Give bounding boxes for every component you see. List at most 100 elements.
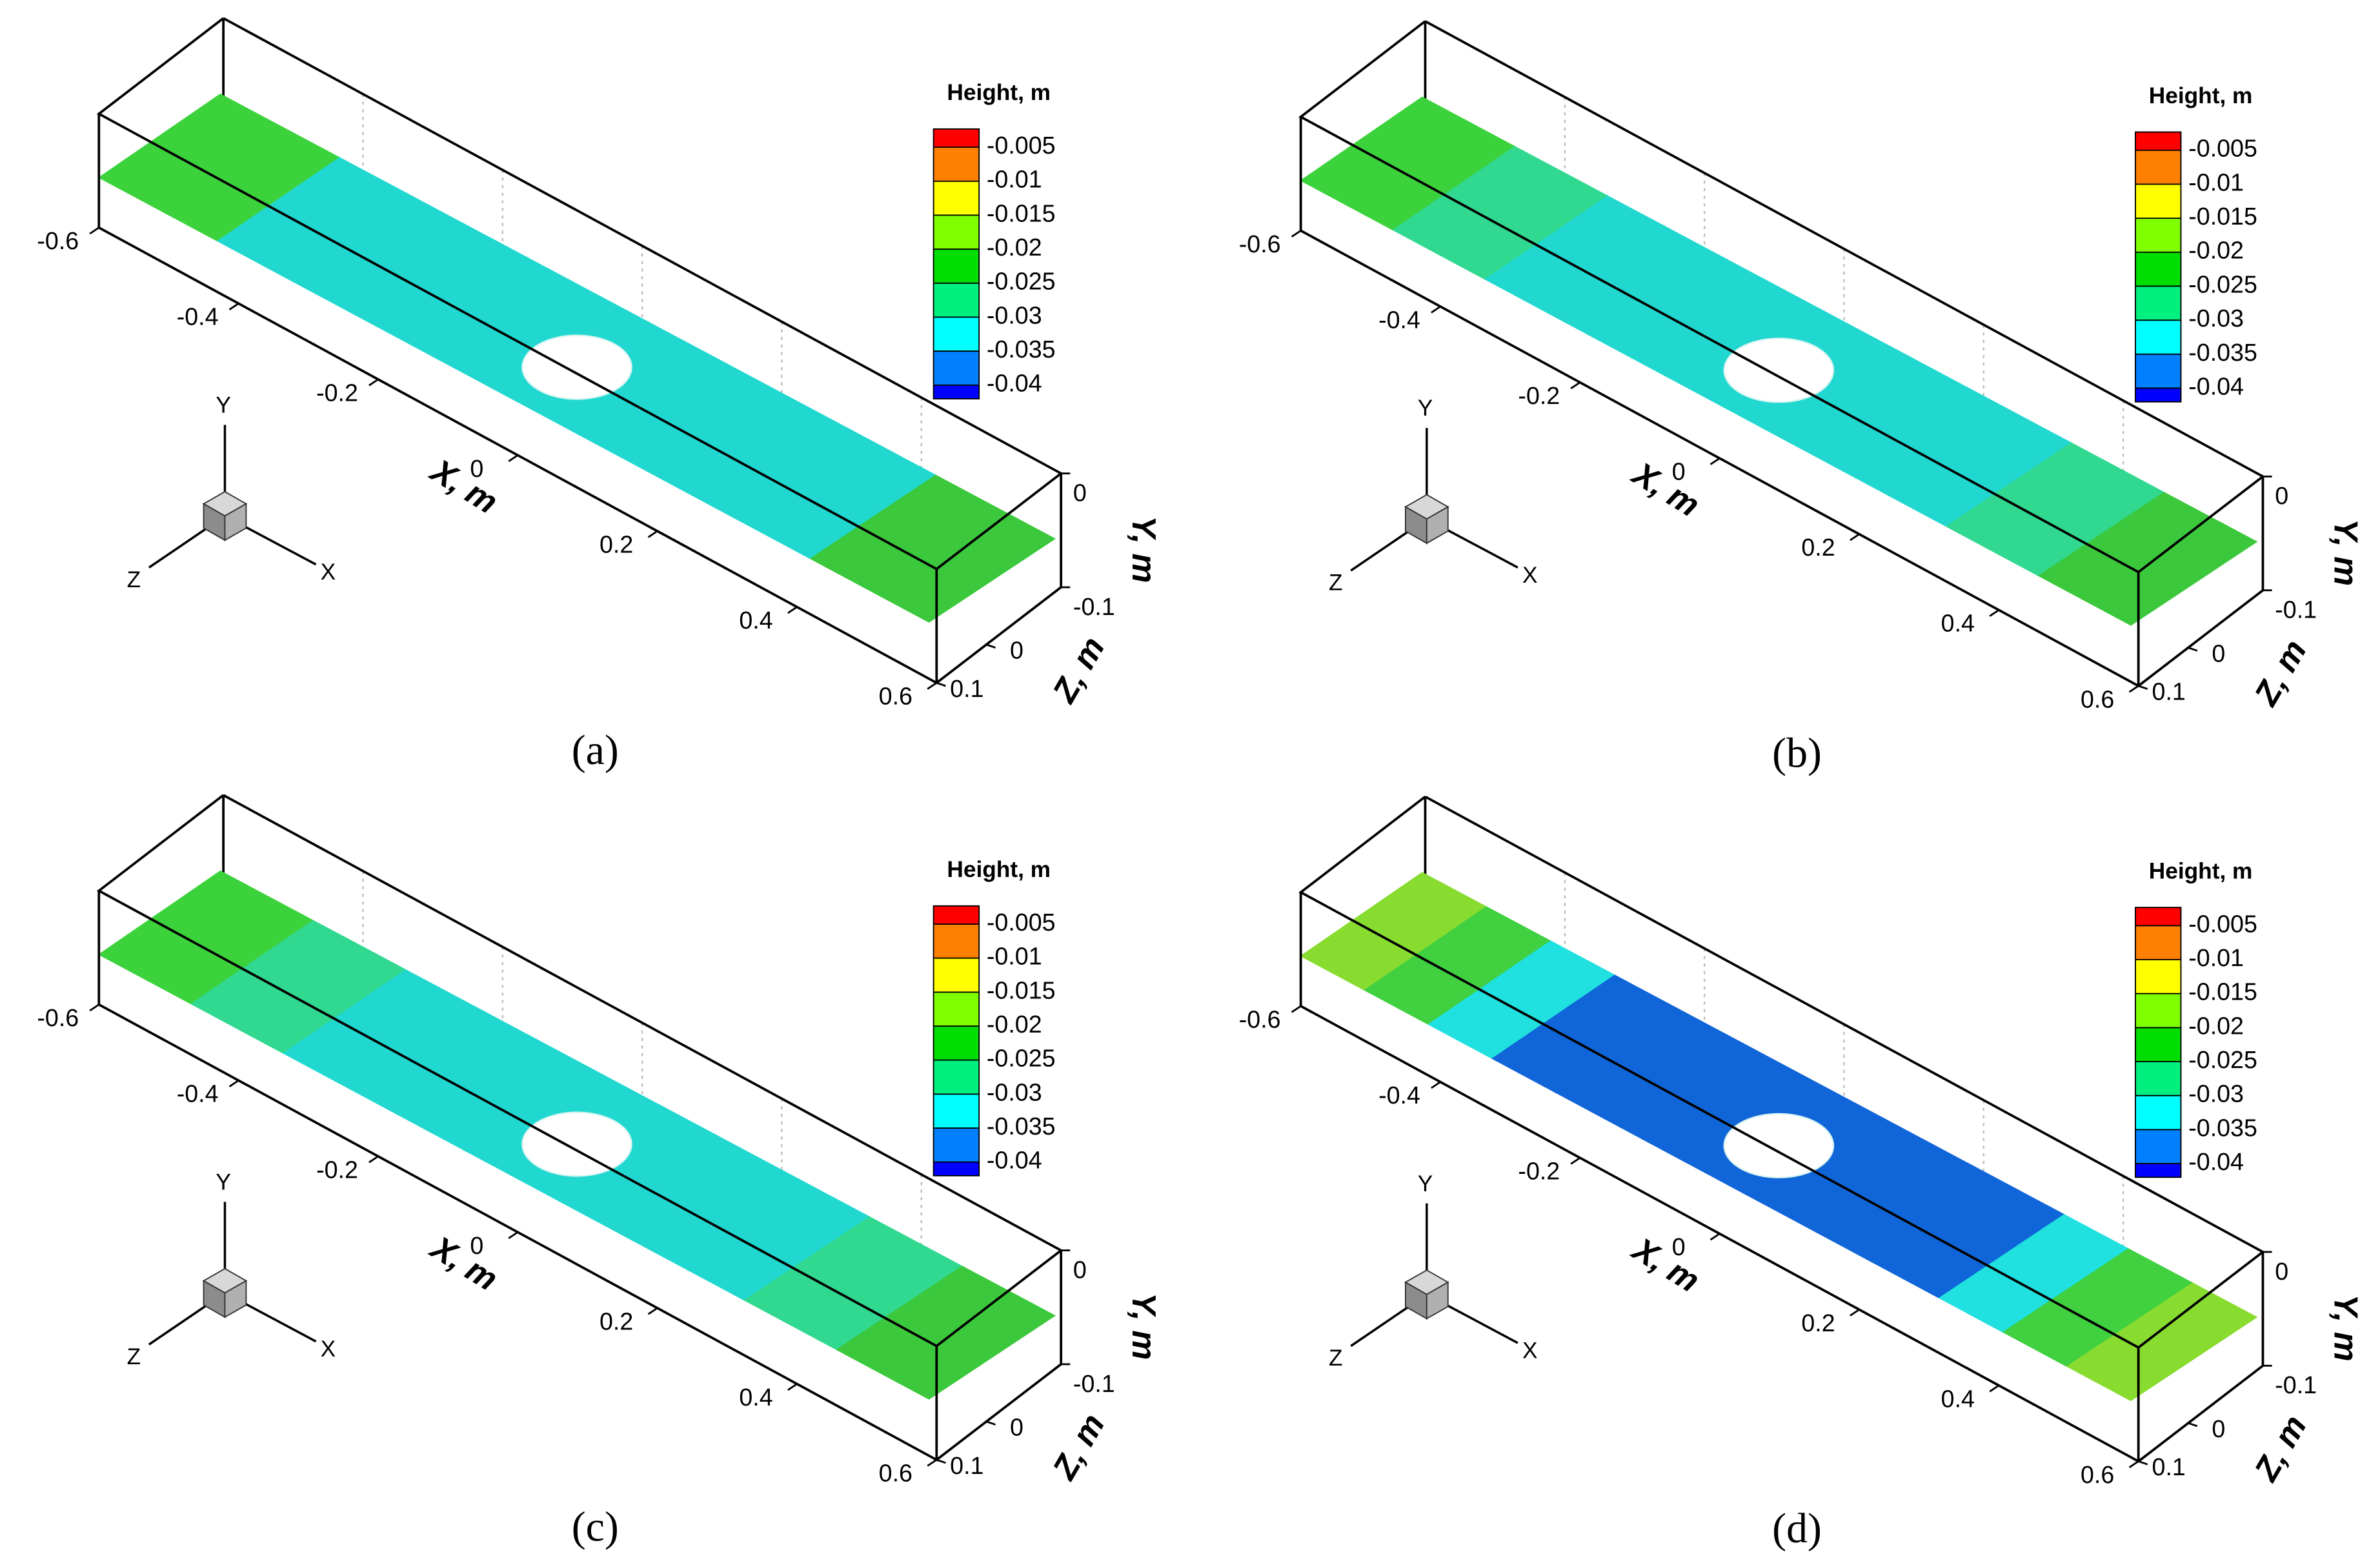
x-tick	[89, 227, 100, 235]
y-tick-label: 0	[1073, 479, 1087, 507]
z-axis-title: Z, m	[2246, 1409, 2314, 1488]
x-tick-label: 0	[470, 455, 483, 482]
x-tick-label: 0.6	[879, 1460, 913, 1487]
x-tick	[647, 530, 658, 538]
colorbar-swatch	[933, 181, 980, 216]
z-tick	[2138, 685, 2148, 690]
colorbar-swatch	[933, 1162, 980, 1176]
x-tick-label: -0.2	[316, 379, 358, 406]
x-tick-label: 0.2	[600, 1307, 633, 1335]
colorbar-swatch	[2135, 1095, 2181, 1130]
triad-label: Z	[127, 567, 141, 592]
box-edge	[96, 794, 1062, 1347]
colorbar-swatch	[2135, 286, 2181, 321]
colorbar-label: -0.035	[2188, 1114, 2257, 1141]
colorbar-swatch	[2135, 1062, 2181, 1096]
colorbar-swatch	[933, 1128, 980, 1162]
surface-hole	[1723, 1113, 1835, 1178]
colorbar-label: -0.005	[987, 132, 1056, 159]
panel-label: (a)	[572, 727, 619, 774]
x-tick-label: -0.6	[37, 227, 79, 254]
box-edge	[1298, 796, 2264, 1349]
triad-cube	[224, 503, 247, 541]
x-tick-label: -0.2	[316, 1156, 358, 1183]
y-axis-title: Y, m	[1125, 1293, 1163, 1360]
z-tick	[936, 1458, 946, 1464]
triad-cube	[1426, 1281, 1449, 1320]
x-tick-label: 0.2	[600, 530, 633, 558]
x-tick	[368, 378, 379, 387]
colorbar-label: -0.03	[987, 1078, 1042, 1105]
colorbar-label: -0.005	[987, 909, 1056, 936]
colorbar-swatch	[2135, 1164, 2181, 1178]
z-tick	[936, 681, 946, 687]
panel: -0.6-0.4-0.200.20.40.6X, m 0-0.1Y, m00.1 Z…	[37, 17, 1163, 774]
x-tick	[2128, 1460, 2139, 1469]
colorbar-swatch	[933, 958, 980, 993]
colorbar-frame	[2135, 907, 2182, 1178]
box-edge	[1298, 20, 2264, 574]
colorbar-swatch	[2135, 907, 2181, 926]
y-tick-label: 0	[2275, 482, 2288, 509]
legend-title: Height, m	[947, 857, 1051, 882]
surface-hole	[521, 334, 632, 400]
triad-cube	[224, 1280, 247, 1318]
x-tick-label: -0.6	[37, 1004, 79, 1031]
y-tick-label: -0.1	[1073, 1370, 1115, 1397]
x-axis-title: X, m	[423, 1227, 505, 1298]
triad-label: Z	[1329, 1346, 1343, 1371]
z-axis-title: Z, m	[2246, 633, 2314, 712]
colorbar-swatch	[2135, 252, 2181, 287]
colorbar-label: -0.02	[987, 1011, 1042, 1038]
colorbar-swatch	[2135, 184, 2181, 219]
x-tick-label: -0.4	[177, 1080, 219, 1107]
triad-label: Y	[1418, 396, 1433, 421]
x-tick	[787, 1383, 798, 1391]
colorbar-swatch	[933, 128, 980, 148]
colorbar-label: -0.01	[987, 943, 1042, 970]
z-tick-label: 0	[2212, 1415, 2225, 1442]
colorbar-label: -0.02	[2188, 237, 2244, 264]
surface-zone	[2037, 492, 2258, 626]
triad-label: Z	[1329, 570, 1343, 596]
colorbar-swatch	[933, 283, 980, 318]
y-tick-label: 0	[1073, 1256, 1087, 1283]
colorbar-swatch	[933, 924, 980, 958]
colorbar-label: -0.01	[987, 166, 1042, 193]
x-tick	[927, 681, 938, 690]
y-tick-label: 0	[2275, 1258, 2288, 1285]
x-tick-label: 0.6	[879, 683, 913, 710]
colorbar-label: -0.025	[2188, 1046, 2257, 1073]
colorbar-label: -0.01	[2188, 168, 2244, 196]
colorbar-swatch	[933, 1060, 980, 1094]
colorbar-label: -0.04	[987, 370, 1042, 397]
colorbar-swatch	[933, 1094, 980, 1129]
z-tick	[985, 643, 996, 649]
surface-zone	[836, 1266, 1056, 1400]
legend-title: Height, m	[2149, 858, 2253, 883]
colorbar-frame	[2135, 131, 2182, 403]
x-tick-label: -0.4	[1378, 306, 1420, 333]
colorbar-swatch	[933, 317, 980, 352]
colorbar-swatch	[933, 147, 980, 181]
triad-label: Z	[127, 1344, 141, 1369]
colorbar-swatch	[2135, 354, 2181, 388]
triad-label: X	[321, 1336, 336, 1362]
surface-hole	[521, 1111, 632, 1177]
colorbar-swatch	[933, 215, 980, 250]
x-tick	[1989, 609, 2000, 617]
colorbar-label: -0.025	[987, 1045, 1056, 1072]
colorbar-label: -0.015	[987, 199, 1056, 227]
x-tick	[89, 1003, 100, 1012]
z-tick	[2188, 1422, 2198, 1427]
x-tick-label: -0.2	[1518, 1158, 1560, 1185]
colorbar-swatch	[2135, 993, 2181, 1028]
z-tick-label: 0.1	[950, 1452, 983, 1479]
x-axis-title: X, m	[1625, 454, 1706, 524]
x-tick-label: 0	[470, 1232, 483, 1259]
triad-label: Y	[1418, 1171, 1433, 1196]
z-tick-label: 0	[1010, 637, 1024, 664]
x-tick-label: 0.4	[1941, 610, 1975, 637]
triad-label: X	[1522, 1338, 1538, 1363]
